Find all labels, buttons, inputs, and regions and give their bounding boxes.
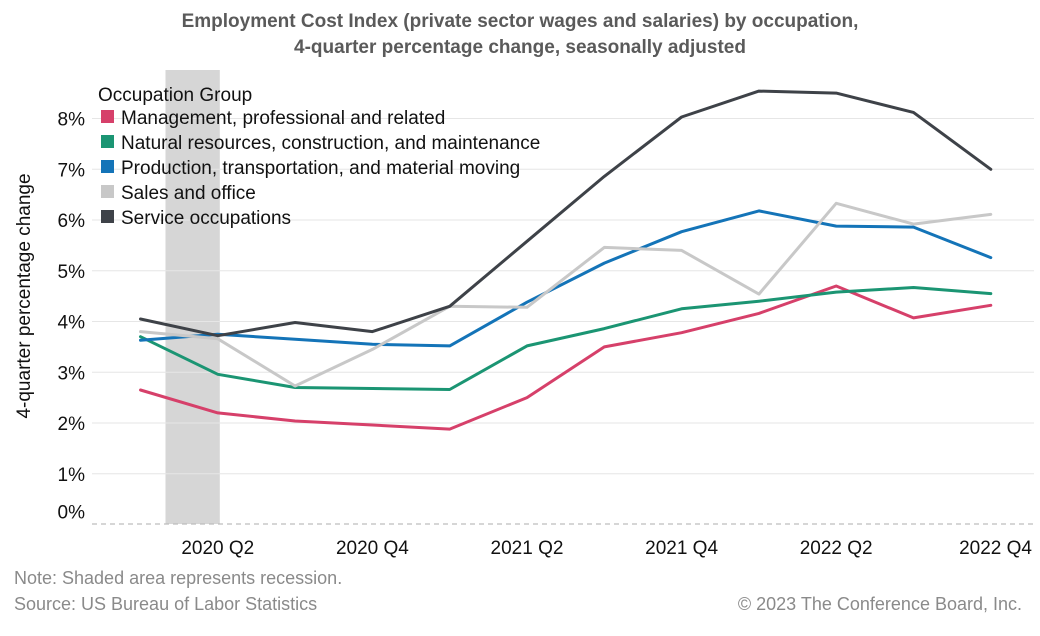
y-tick-label: 7% xyxy=(58,160,86,181)
x-tick-label: 2022 Q2 xyxy=(800,538,873,559)
legend-label: Service occupations xyxy=(121,208,291,229)
x-tick-label: 2022 Q4 xyxy=(959,538,1032,559)
legend-title: Occupation Group xyxy=(98,85,252,106)
x-axis-ticks: 2020 Q2 2020 Q4 2021 Q2 2021 Q4 2022 Q2 2022 … xyxy=(181,538,1032,559)
series-line-3 xyxy=(139,209,993,348)
y-tick-label: 1% xyxy=(58,465,86,486)
x-tick-label: 2021 Q2 xyxy=(491,538,564,559)
note-text: Note: Shaded area represents recession. xyxy=(14,568,342,588)
y-tick-label: 4% xyxy=(58,313,86,334)
x-tick-label: 2021 Q4 xyxy=(645,538,718,559)
legend-items: Management, professional and related Natu… xyxy=(101,108,540,229)
legend-label: Production, transportation, and material… xyxy=(121,158,520,179)
recession-shade xyxy=(165,70,220,524)
chart-title-line2: 4-quarter percentage change, seasonally … xyxy=(294,37,746,58)
series-line-4 xyxy=(139,201,993,388)
series-line-2 xyxy=(139,286,993,391)
legend-swatch xyxy=(101,110,114,123)
series-line-5 xyxy=(139,89,993,338)
y-tick-label: 2% xyxy=(58,414,86,435)
y-tick-label: 8% xyxy=(58,110,86,131)
series-line-1 xyxy=(139,284,993,431)
legend-label: Sales and office xyxy=(121,183,256,204)
legend-swatch xyxy=(101,135,114,148)
y-tick-label: 6% xyxy=(58,211,86,232)
y-tick-label: 5% xyxy=(58,262,86,283)
y-tick-label: 3% xyxy=(58,363,86,384)
legend-swatch xyxy=(101,185,114,198)
y-axis-ticks: 0% 1% 2% 3% 4% 5% 6% 7% 8% xyxy=(58,110,86,524)
y-tick-label: 0% xyxy=(58,503,86,524)
legend: Occupation Group Management, professiona… xyxy=(98,85,540,229)
x-tick-label: 2020 Q4 xyxy=(336,538,409,559)
source-text: Source: US Bureau of Labor Statistics xyxy=(14,594,317,614)
legend-swatch xyxy=(101,160,114,173)
y-axis-label: 4-quarter percentage change xyxy=(14,173,35,418)
legend-label: Natural resources, construction, and mai… xyxy=(121,133,540,154)
x-tick-label: 2020 Q2 xyxy=(181,538,254,559)
gridlines xyxy=(92,118,1034,525)
copyright-text: © 2023 The Conference Board, Inc. xyxy=(738,594,1022,614)
chart-title-line1: Employment Cost Index (private sector wa… xyxy=(182,11,859,32)
legend-swatch xyxy=(101,210,114,223)
recession-shade-layer xyxy=(165,70,220,524)
legend-label: Management, professional and related xyxy=(121,108,445,129)
series-lines xyxy=(139,89,993,431)
